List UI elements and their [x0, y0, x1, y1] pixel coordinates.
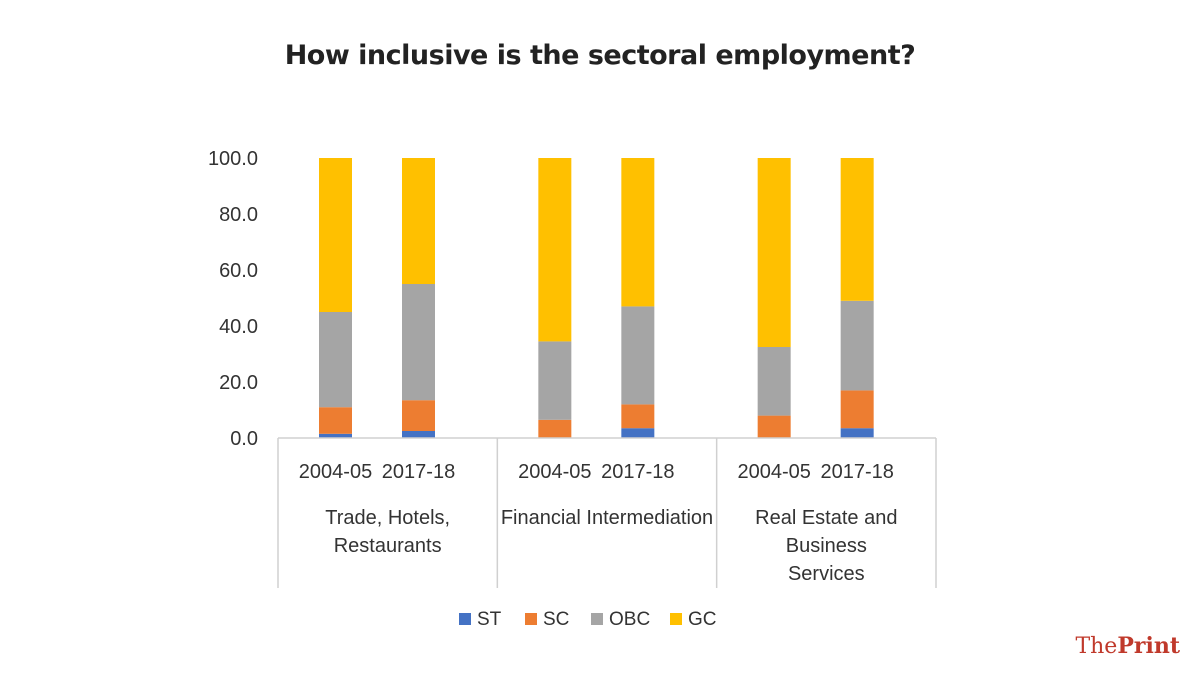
y-axis-tick-labels: 0.0 20.0 40.0 60.0 80.0 100.0: [208, 148, 258, 450]
bar-segment-st: [621, 428, 655, 438]
legend: ST SC OBC GC: [459, 609, 717, 630]
bar-segment-obc: [840, 300, 874, 391]
y-tick-label: 0.0: [230, 428, 258, 450]
bar-segment-st: [402, 431, 435, 438]
chart-title: How inclusive is the sectoral employment…: [284, 40, 916, 71]
legend-label: ST: [477, 609, 502, 630]
bar-segment-obc: [757, 347, 791, 416]
group-label: Financial Intermediation: [501, 507, 713, 529]
category-axis-labels: 2004-05 2017-18 Trade, Hotels, Restaurants 2…: [299, 461, 898, 585]
period-label: 2004-05: [518, 461, 591, 483]
bar-segment-gc: [402, 158, 435, 284]
bar-segment-gc: [757, 158, 791, 347]
bar-segment-obc: [538, 341, 572, 420]
bar-segment-sc: [319, 407, 352, 434]
brand-logo: ThePrint: [1075, 633, 1180, 659]
group-label: Services: [788, 563, 865, 585]
bar-segment-gc: [621, 158, 655, 307]
bar-segment-sc: [757, 415, 791, 438]
brand-logo-part-2: Print: [1117, 633, 1180, 659]
group-label: Trade, Hotels,: [325, 507, 450, 529]
legend-label: OBC: [609, 609, 650, 630]
bar-segments: [319, 158, 874, 438]
bar-segment-sc: [538, 419, 572, 438]
bar-segment-sc: [840, 390, 874, 429]
period-label: 2004-05: [737, 461, 810, 483]
bar-segment-sc: [621, 404, 655, 429]
group-label: Real Estate and: [755, 507, 897, 529]
legend-label: SC: [543, 609, 569, 630]
bar-segment-gc: [840, 158, 874, 301]
bar-segment-st: [840, 428, 874, 438]
legend-swatch-sc: [525, 613, 537, 625]
period-label: 2004-05: [299, 461, 372, 483]
category-axis: [277, 437, 937, 588]
y-tick-label: 40.0: [219, 316, 258, 338]
bar-segment-gc: [319, 158, 352, 312]
y-tick-label: 20.0: [219, 372, 258, 394]
period-label: 2017-18: [601, 461, 674, 483]
legend-swatch-gc: [670, 613, 682, 625]
y-tick-label: 100.0: [208, 148, 258, 170]
brand-logo-part-1: The: [1075, 634, 1118, 659]
bar-segment-obc: [319, 312, 352, 408]
bar-segment-obc: [621, 306, 655, 405]
legend-swatch-st: [459, 613, 471, 625]
group-label: Restaurants: [334, 535, 442, 557]
y-tick-label: 60.0: [219, 260, 258, 282]
period-label: 2017-18: [820, 461, 893, 483]
legend-swatch-obc: [591, 613, 603, 625]
bar-segment-obc: [402, 284, 435, 401]
bar-segment-sc: [402, 400, 435, 431]
bar-segment-gc: [538, 158, 572, 342]
period-label: 2017-18: [382, 461, 455, 483]
group-label: Business: [786, 535, 867, 557]
legend-label: GC: [688, 609, 717, 630]
bar-segment-st: [319, 433, 352, 438]
y-tick-label: 80.0: [219, 204, 258, 226]
